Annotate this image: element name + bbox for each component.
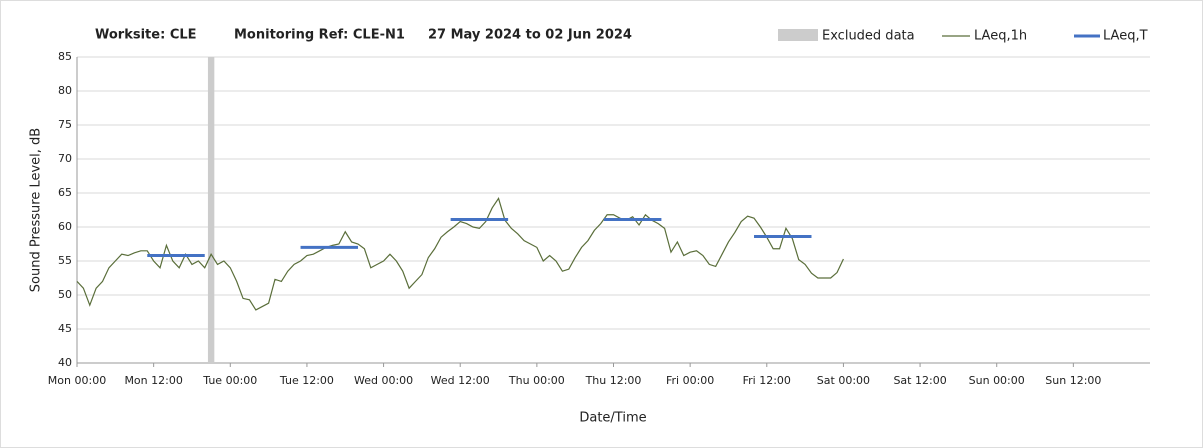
x-tick-label: Mon 00:00 (48, 374, 106, 387)
legend-swatch (778, 29, 818, 41)
y-tick-label: 55 (58, 254, 72, 267)
y-tick-label: 60 (58, 220, 72, 233)
x-tick-label: Wed 00:00 (354, 374, 413, 387)
excluded-band (207, 57, 215, 363)
x-tick-label: Sun 00:00 (969, 374, 1025, 387)
chart-title: 27 May 2024 to 02 Jun 2024 (428, 28, 632, 43)
chart-title: Monitoring Ref: CLE-N1 (234, 28, 405, 43)
y-tick-label: 75 (58, 118, 72, 131)
legend-label: Excluded data (822, 29, 915, 44)
x-tick-label: Fri 12:00 (743, 374, 791, 387)
chart-title: Worksite: CLE (95, 28, 197, 43)
y-tick-label: 65 (58, 186, 72, 199)
legend-label: LAeq,T (1103, 29, 1148, 44)
x-tick-label: Sat 00:00 (817, 374, 870, 387)
line (76, 197, 844, 311)
x-tick-label: Fri 00:00 (666, 374, 714, 387)
y-tick-label: 85 (58, 50, 72, 63)
x-axis-label: Date/Time (579, 411, 646, 426)
y-tick-label: 45 (58, 322, 72, 335)
y-axis-label: Sound Pressure Level, dB (29, 128, 44, 292)
x-tick-label: Thu 12:00 (585, 374, 642, 387)
x-tick-label: Sun 12:00 (1045, 374, 1101, 387)
legend-label: LAeq,1h (974, 29, 1027, 44)
x-tick-label: Tue 12:00 (279, 374, 334, 387)
x-tick-label: Mon 12:00 (124, 374, 182, 387)
y-tick-label: 70 (58, 152, 72, 165)
x-tick-label: Thu 00:00 (508, 374, 565, 387)
x-tick-label: Tue 00:00 (202, 374, 257, 387)
y-tick-label: 80 (58, 84, 72, 97)
x-tick-label: Wed 12:00 (431, 374, 490, 387)
y-tick-label: 40 (58, 356, 72, 369)
x-tick-label: Sat 12:00 (893, 374, 946, 387)
y-tick-label: 50 (58, 288, 72, 301)
